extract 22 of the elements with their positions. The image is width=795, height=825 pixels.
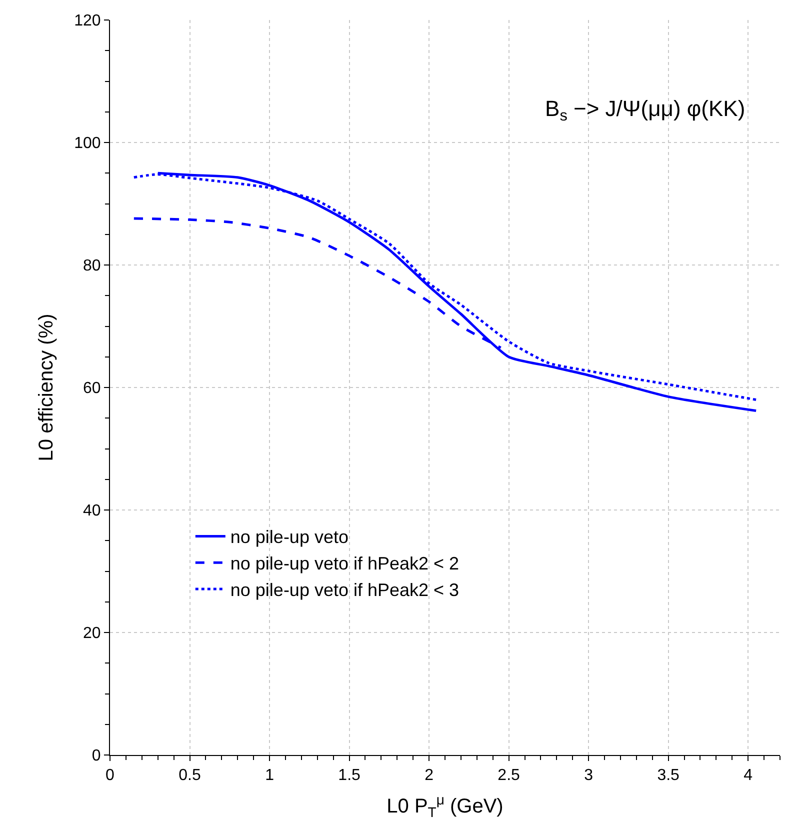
y-tick-label: 60 xyxy=(83,380,101,398)
x-axis-title: L0 P$_{T}$$^{μ}$ (GeV) xyxy=(386,791,504,820)
y-tick-label: 20 xyxy=(83,625,101,642)
x-tick-label: 1 xyxy=(265,767,274,784)
x-tick-label: 0 xyxy=(106,767,115,784)
legend-label: no pile-up veto if hPeak2 < 2 xyxy=(230,554,460,574)
legend-label: no pile-up veto xyxy=(230,527,348,548)
y-tick-label: 100 xyxy=(74,135,101,152)
y-tick-label: 120 xyxy=(74,12,101,30)
x-tick-label: 3.5 xyxy=(657,767,680,784)
x-tick-label: 0.5 xyxy=(178,767,201,784)
x-tick-label: 3 xyxy=(584,767,594,784)
legend-label: no pile-up veto if hPeak2 < 3 xyxy=(230,580,460,600)
y-tick-label: 0 xyxy=(92,748,101,765)
x-tick-label: 4 xyxy=(744,767,753,784)
y-tick-label: 80 xyxy=(83,258,101,275)
x-tick-label: 1.5 xyxy=(338,767,361,784)
x-tick-label: 2 xyxy=(424,767,434,784)
y-tick-label: 40 xyxy=(83,502,101,520)
x-tick-label: 2.5 xyxy=(498,767,520,784)
annotation: B$_{s}$ −> J/Ψ(μμ) φ(KK) xyxy=(545,96,746,125)
y-axis-title: L0 efficiency (%) xyxy=(36,314,58,462)
